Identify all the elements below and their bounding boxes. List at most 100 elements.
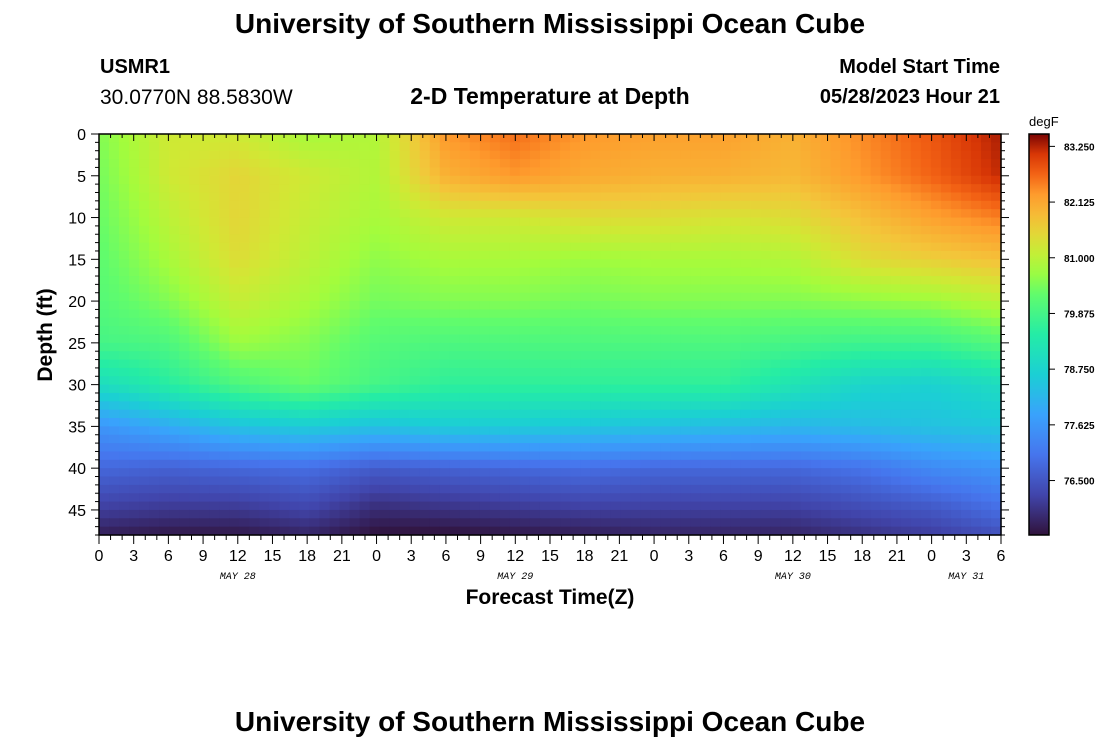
heatmap-cell (399, 184, 411, 194)
heatmap-cell (329, 267, 341, 277)
heatmap-cell (449, 334, 461, 344)
heatmap-cell (940, 159, 952, 169)
heatmap-cell (740, 150, 752, 160)
heatmap-cell (990, 334, 1002, 344)
heatmap-cell (199, 392, 210, 402)
heatmap-cell (630, 418, 641, 427)
heatmap-cell (700, 401, 711, 411)
heatmap-cell (980, 234, 992, 244)
heatmap-cell (99, 234, 110, 244)
heatmap-cell (570, 518, 581, 528)
heatmap-cell (339, 309, 351, 319)
heatmap-cell (610, 509, 621, 519)
heatmap-cell (449, 493, 461, 503)
heatmap-cell (930, 351, 942, 361)
heatmap-cell (149, 501, 160, 511)
heatmap-cell (329, 150, 341, 160)
heatmap-cell (930, 192, 942, 202)
heatmap-cell (650, 167, 661, 177)
heatmap-cell (409, 526, 421, 536)
heatmap-cell (229, 142, 240, 152)
heatmap-cell (219, 384, 230, 394)
heatmap-cell (519, 418, 531, 427)
heatmap-cell (860, 225, 872, 235)
heatmap-cell (99, 292, 110, 302)
heatmap-cell (209, 175, 220, 185)
heatmap-cell (459, 250, 471, 260)
heatmap-cell (950, 184, 962, 194)
heatmap-cell (710, 493, 721, 503)
heatmap-cell (249, 426, 260, 436)
heatmap-cell (189, 426, 200, 436)
heatmap-cell (239, 234, 250, 244)
heatmap-cell (790, 401, 802, 411)
heatmap-cell (940, 200, 952, 210)
heatmap-cell (580, 509, 591, 519)
heatmap-cell (309, 509, 321, 519)
heatmap-cell (369, 351, 381, 361)
heatmap-cell (319, 459, 331, 469)
heatmap-cell (509, 484, 521, 494)
heatmap-cell (970, 392, 982, 402)
heatmap-cell (980, 434, 992, 444)
heatmap-cell (670, 276, 681, 285)
heatmap-cell (229, 292, 240, 302)
heatmap-cell (940, 175, 952, 185)
heatmap-cell (760, 367, 772, 377)
heatmap-cell (479, 518, 491, 528)
heatmap-cell (539, 334, 551, 344)
heatmap-cell (850, 142, 862, 152)
heatmap-cell (219, 209, 230, 219)
heatmap-cell (229, 434, 240, 444)
heatmap-cell (600, 276, 611, 285)
heatmap-cell (740, 434, 752, 444)
heatmap-cell (229, 468, 240, 478)
heatmap-cell (730, 267, 742, 277)
heatmap-cell (910, 309, 922, 319)
heatmap-cell (99, 484, 110, 494)
heatmap-cell (519, 409, 531, 419)
heatmap-cell (519, 351, 531, 361)
heatmap-cell (820, 250, 832, 260)
heatmap-cell (640, 259, 651, 269)
heatmap-cell (660, 301, 671, 311)
heatmap-cell (379, 392, 391, 402)
heatmap-cell (139, 184, 150, 194)
heatmap-cell (870, 326, 882, 336)
heatmap-cell (810, 142, 822, 152)
heatmap-cell (850, 384, 862, 394)
heatmap-cell (590, 384, 601, 394)
heatmap-cell (169, 493, 180, 503)
heatmap-cell (99, 351, 110, 361)
heatmap-cell (229, 150, 240, 160)
heatmap-cell (630, 426, 641, 436)
heatmap-cell (820, 159, 832, 169)
heatmap-cell (129, 167, 140, 177)
heatmap-cell (119, 317, 130, 327)
heatmap-cell (489, 217, 501, 227)
heatmap-cell (680, 159, 691, 169)
heatmap-cell (750, 292, 762, 302)
heatmap-cell (610, 434, 621, 444)
heatmap-cell (750, 326, 762, 336)
heatmap-cell (810, 200, 822, 210)
heatmap-cell (960, 267, 972, 277)
heatmap-cell (179, 217, 190, 227)
x-tick-label: 0 (927, 548, 936, 565)
heatmap-cell (269, 276, 280, 285)
heatmap-cell (439, 443, 451, 453)
heatmap-cell (770, 234, 782, 244)
heatmap-cell (980, 342, 992, 352)
heatmap-cell (890, 142, 902, 152)
heatmap-cell (590, 401, 601, 411)
heatmap-cell (349, 225, 361, 235)
heatmap-cell (329, 326, 341, 336)
heatmap-cell (349, 459, 361, 469)
heatmap-cell (810, 234, 822, 244)
heatmap-cell (189, 451, 200, 461)
heatmap-cell (389, 225, 401, 235)
heatmap-cell (369, 184, 381, 194)
heatmap-cell (269, 309, 280, 319)
heatmap-cell (199, 484, 210, 494)
heatmap-cell (590, 292, 601, 302)
